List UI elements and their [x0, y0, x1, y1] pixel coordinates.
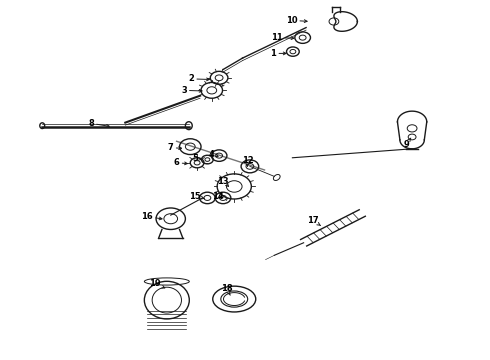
Text: 19: 19	[149, 279, 165, 288]
Text: 15: 15	[189, 192, 204, 201]
Text: 4: 4	[209, 150, 218, 159]
Text: 12: 12	[242, 156, 253, 166]
Text: 18: 18	[220, 284, 232, 295]
Text: 14: 14	[212, 192, 224, 201]
Text: 9: 9	[403, 138, 411, 149]
Text: 10: 10	[286, 16, 307, 25]
Text: 2: 2	[188, 75, 209, 84]
Text: 8: 8	[88, 119, 109, 128]
Text: 3: 3	[181, 86, 202, 95]
Text: 5: 5	[192, 154, 201, 163]
Text: 16: 16	[142, 212, 162, 221]
Text: 6: 6	[173, 158, 187, 167]
Text: 13: 13	[217, 176, 229, 186]
Text: 17: 17	[307, 216, 320, 226]
Text: 11: 11	[271, 33, 294, 42]
Text: 1: 1	[270, 49, 286, 58]
Text: 7: 7	[168, 143, 181, 152]
